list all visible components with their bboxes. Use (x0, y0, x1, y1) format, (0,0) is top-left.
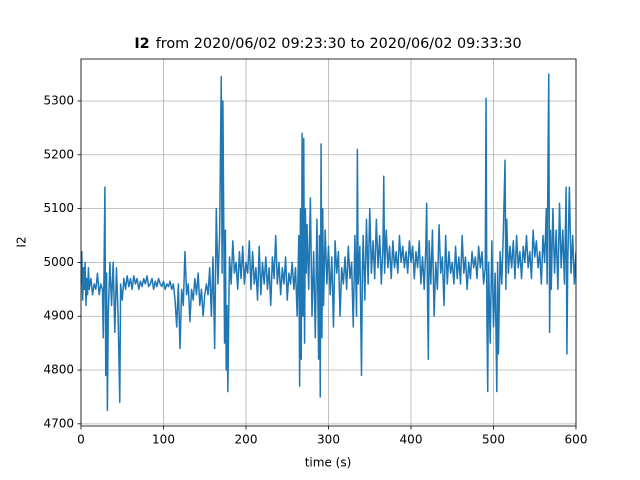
y-tick-label: 5300 (43, 93, 74, 107)
y-axis-label: I2 (15, 236, 29, 247)
x-tick-label: 200 (235, 433, 258, 447)
y-tick-label: 5000 (43, 255, 74, 269)
y-tick-label: 4700 (43, 416, 74, 430)
x-tick-label: 600 (565, 433, 588, 447)
x-tick-label: 500 (482, 433, 505, 447)
x-tick-label: 100 (152, 433, 175, 447)
chart-title: I2 from 2020/06/02 09:23:30 to 2020/06/02… (134, 36, 521, 52)
title-rest: from 2020/06/02 09:23:30 to 2020/06/02 0… (156, 36, 522, 52)
y-tick-label: 4900 (43, 309, 74, 323)
title-bold: I2 (134, 36, 149, 52)
y-tick-label: 5200 (43, 147, 74, 161)
y-tick-label: 5100 (43, 201, 74, 215)
x-tick-label: 400 (400, 433, 423, 447)
data-line (81, 73, 576, 412)
plot-frame (80, 58, 577, 427)
x-tick-label: 300 (317, 433, 340, 447)
y-tick-label: 4800 (43, 363, 74, 377)
x-tick-label: 0 (77, 433, 85, 447)
x-axis-label: time (s) (305, 456, 352, 470)
